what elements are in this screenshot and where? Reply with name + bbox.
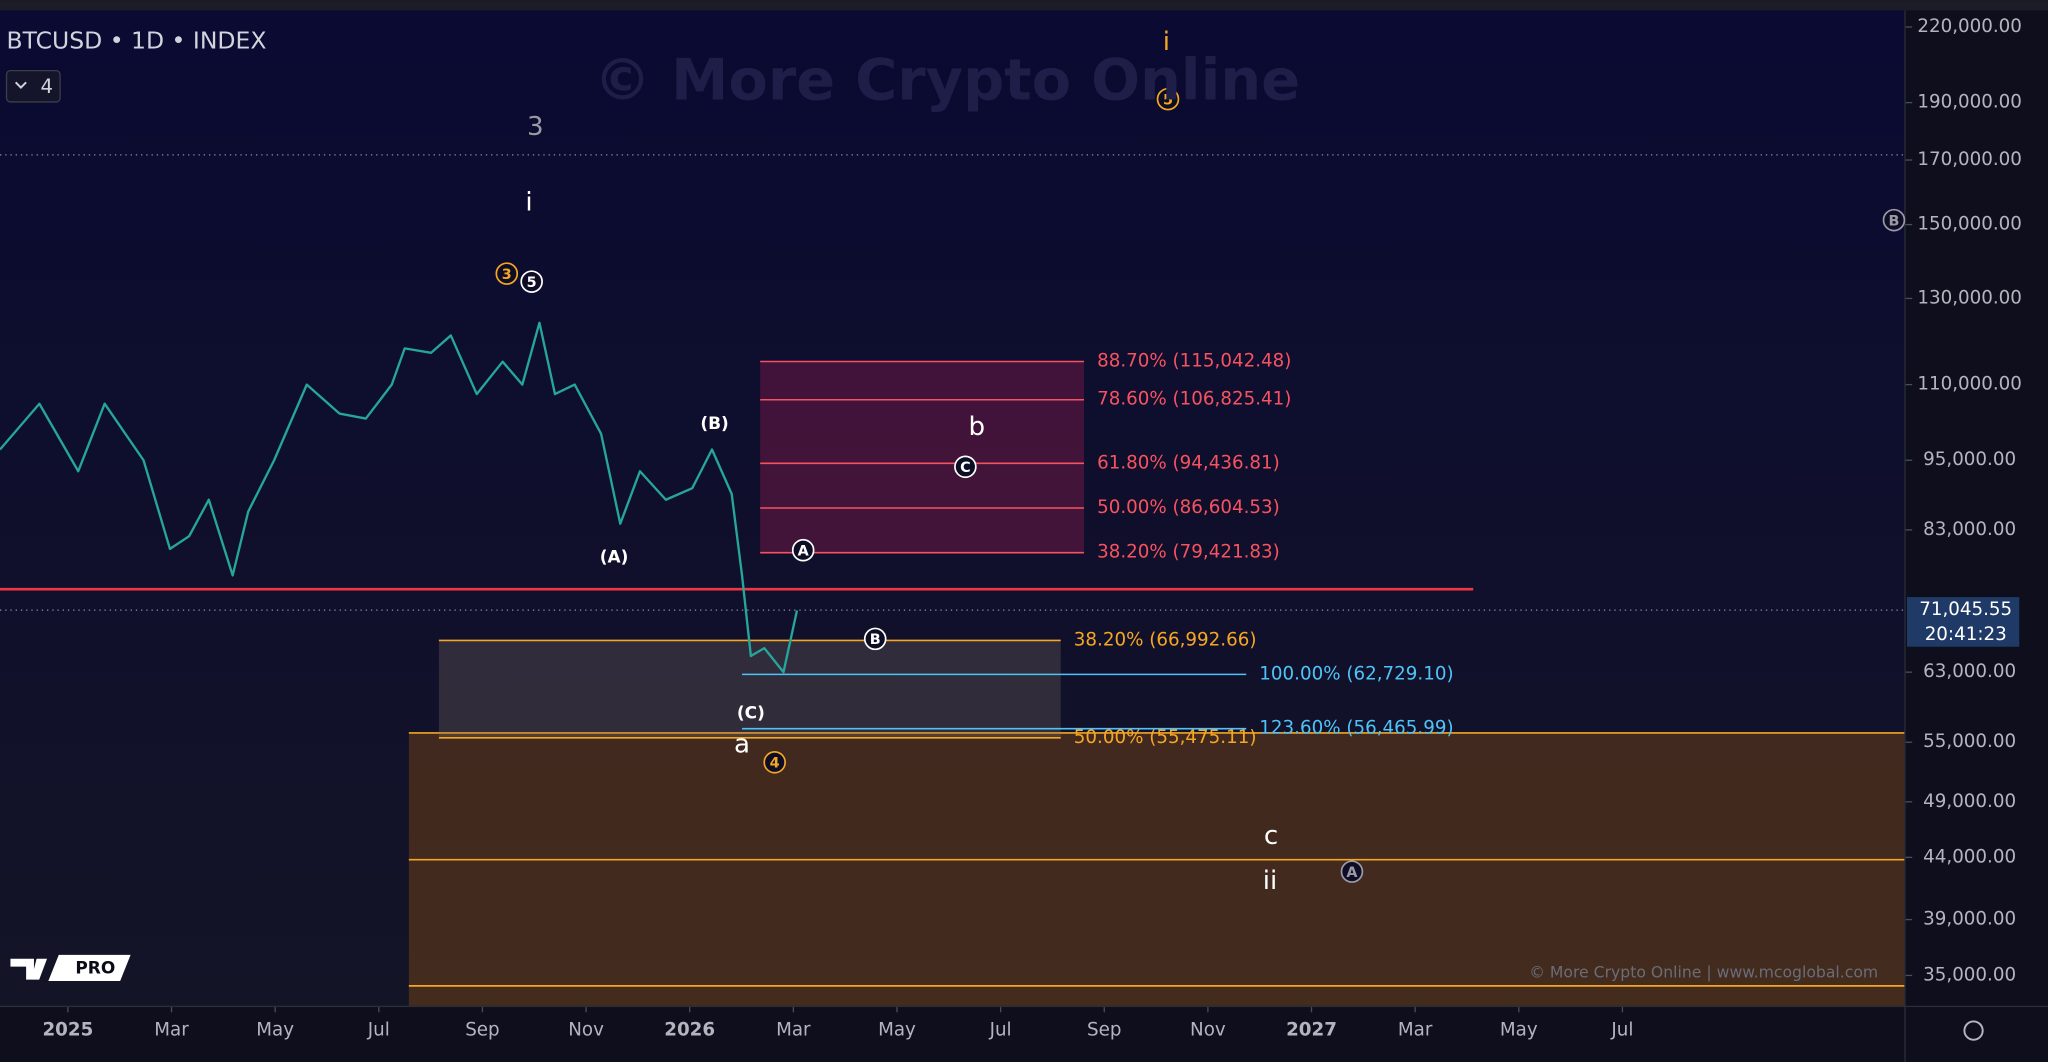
fib-level-label: 88.70% (115,042.48) [1097,350,1291,371]
x-tick-label: Mar [776,1020,811,1041]
interval-badge: 4 [40,75,52,98]
wave-circle [1156,87,1180,111]
y-tick-label: 39,000.00 [1923,909,2016,930]
symbol-title: BTCUSD • 1D • INDEX [7,26,267,54]
interval-badge-box[interactable] [5,69,61,103]
logo-mark [10,958,48,980]
wave-label: B [870,632,881,648]
wave-label: i [1163,27,1170,57]
wave-circle [495,262,519,285]
x-tick-label: Mar [1398,1020,1433,1041]
logo-badge-bg [48,954,131,981]
y-tick-label: 150,000.00 [1917,214,2022,235]
wave-circle [520,270,543,293]
watermark: © More Crypto Online [594,46,1300,113]
wave-label: (A) [600,547,629,567]
y-tick-label: 220,000.00 [1917,16,2022,37]
wave-circle [1340,860,1364,883]
last-price-tag [1906,597,2020,647]
x-tick-label: Nov [1190,1020,1226,1041]
x-tick-label: Mar [154,1020,189,1041]
wave-label: a [734,730,750,760]
y-tick-label: 44,000.00 [1923,846,2016,867]
x-tick-label: 2027 [1286,1020,1337,1041]
settings-button[interactable] [1963,1020,1984,1041]
wave-circle [1882,208,1906,232]
wave-circle [954,455,977,479]
fib-level-label: 123.60% (56,465.99) [1259,718,1453,739]
plot-layer: 88.70% (115,042.48) 78.60% (106,825.41) 61… [0,27,1906,1006]
wave-label: 4 [770,756,780,772]
countdown-label: 20:41:23 [1925,624,2007,645]
price-line [0,321,799,674]
wave-circle [863,627,887,651]
wave-label: A [1346,865,1358,881]
y-tick-label: 170,000.00 [1917,149,2022,170]
wave-circle [791,538,815,562]
fib-box [438,640,1061,738]
y-tick-label: 55,000.00 [1923,731,2016,752]
fib-box [760,361,1085,553]
x-tick-label: 2026 [664,1020,715,1041]
footer-credit: © More Crypto Online | www.mcoglobal.com [1529,963,1878,982]
x-tick-label: Nov [568,1020,604,1041]
y-tick-label: 110,000.00 [1917,374,2022,395]
x-tick-label: Jul [1610,1020,1633,1041]
fib-level-label: 38.20% (79,421.83) [1097,542,1280,563]
x-tick-label: Sep [1087,1020,1121,1041]
fib-level-label: 50.00% (86,604.53) [1097,497,1280,518]
wave-label: 5 [527,275,537,291]
y-tick-label: 190,000.00 [1917,92,2022,113]
fib-level-label: 38.20% (66,992.66) [1074,629,1257,650]
x-tick-label: 2025 [42,1020,93,1041]
wave-label: (B) [700,414,728,434]
wave-circle [763,751,786,774]
fib-level-label: 78.60% (106,825.41) [1097,389,1291,410]
wave-label: i [525,188,532,218]
y-tick-label: 83,000.00 [1923,519,2016,540]
zone-fill [408,732,1905,1006]
wave-label: 5 [1163,92,1173,108]
fib-level-label: 61.80% (94,436.81) [1097,452,1280,473]
price-axis [1905,10,2048,1006]
y-tick-label: 130,000.00 [1917,287,2022,308]
last-price-label: 71,045.55 [1919,599,2012,620]
x-tick-label: May [1500,1020,1538,1041]
top-strip [0,0,2048,11]
y-tick-label: 35,000.00 [1923,964,2016,985]
wave-label: B [1888,213,1899,229]
y-tick-label: 63,000.00 [1923,661,2016,682]
y-tick-label: 49,000.00 [1923,791,2016,812]
x-tick-label: Jul [367,1020,390,1041]
chevron-icon [14,81,27,89]
x-tick-label: May [878,1020,916,1041]
wave-label: (C) [737,703,765,723]
time-axis [0,1007,2048,1062]
x-tick-label: Jul [989,1020,1012,1041]
y-tick-label: 95,000.00 [1923,449,2016,470]
wave-label: 3 [502,267,512,283]
wave-label: b [968,412,985,442]
wave-label: 3 [527,112,544,142]
logo-badge: PRO [75,959,115,979]
fib-level-label: 50.00% (55,475.11) [1074,727,1257,748]
x-tick-label: Sep [465,1020,499,1041]
wave-label: c [1264,821,1278,851]
x-tick-label: May [256,1020,294,1041]
wave-label: C [960,460,971,476]
tv-logo: PRO [10,954,131,981]
wave-label: A [798,544,810,560]
fib-level-label: 100.00% (62,729.10) [1259,663,1453,684]
wave-label: ii [1263,866,1278,896]
